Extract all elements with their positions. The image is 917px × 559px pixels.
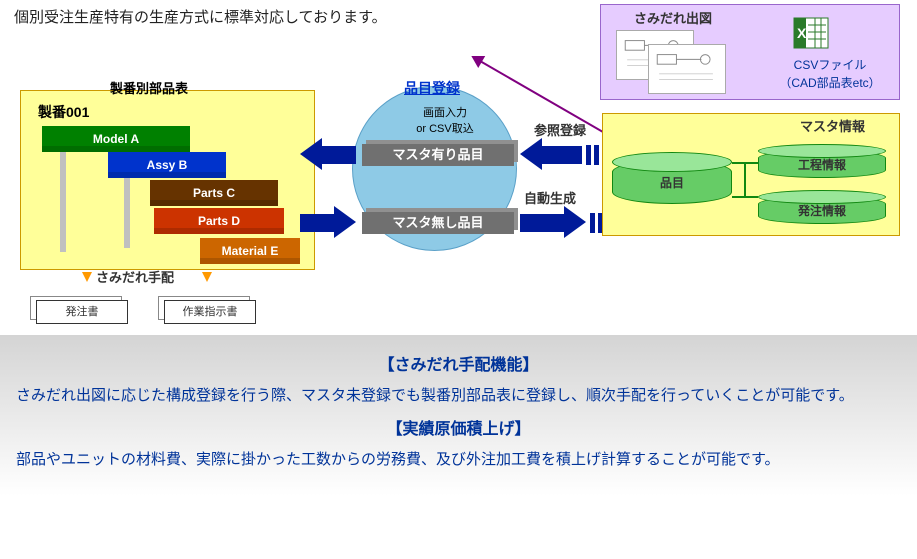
item-registration-title: 品目登録 xyxy=(404,78,460,98)
arrow-left-icon xyxy=(520,138,542,170)
bom-bar-assy-b: Assy B xyxy=(108,152,226,178)
section-heading-2: 【実績原価積上げ】 xyxy=(16,415,901,439)
bom-bar-model-a: Model A xyxy=(42,126,190,152)
arrow-stem xyxy=(300,214,336,232)
process-db-cylinder: 工程情報 xyxy=(758,150,886,178)
arrow-stem xyxy=(320,146,356,164)
master-exists-item: マスタ有り品目 xyxy=(362,144,514,166)
bom-panel-title: 製番別部品表 xyxy=(110,78,188,97)
down-arrow-icon xyxy=(202,272,212,282)
master-info-title: マスタ情報 xyxy=(800,116,865,135)
csv-file-label: CSVファイル xyxy=(770,56,890,73)
description-section: 【さみだれ手配機能】 さみだれ出図に応じた構成登録を行う際、マスタ未登録でも製番… xyxy=(0,335,917,496)
samidare-drawing-title: さみだれ出図 xyxy=(634,8,712,27)
arrow-left-icon xyxy=(300,138,322,170)
section-body-2: 部品やユニットの材料費、実際に掛かった工数からの労務費、及び外注加工費を積上げ計… xyxy=(16,447,901,473)
csv-file-sublabel: （CAD部品表etc） xyxy=(760,74,900,91)
arrow-right-icon xyxy=(334,206,356,238)
reference-register-label: 参照登録 xyxy=(534,120,586,139)
intro-text: 個別受注生産特有の生産方式に標準対応しております。 xyxy=(14,6,387,27)
work-instruction-doc: 作業指示書 xyxy=(164,300,256,324)
tree-connector xyxy=(60,150,66,252)
arrow-tail-icon xyxy=(590,213,595,233)
arrow-tail-icon xyxy=(594,145,599,165)
down-arrow-icon xyxy=(82,272,92,282)
arrow-right-icon xyxy=(564,206,586,238)
section-heading-1: 【さみだれ手配機能】 xyxy=(16,351,901,375)
order-db-label: 発注情報 xyxy=(758,202,886,219)
section-body-1: さみだれ出図に応じた構成登録を行う際、マスタ未登録でも製番別部品表に登録し、順次… xyxy=(16,383,901,409)
master-missing-item: マスタ無し品目 xyxy=(362,212,514,234)
input-method-2: or CSV取込 xyxy=(416,123,473,135)
bom-bar-parts-c: Parts C xyxy=(150,180,278,206)
diagram-canvas: 個別受注生産特有の生産方式に標準対応しております。 製番別部品表 製番001 M… xyxy=(0,0,917,335)
purchase-order-doc: 発注書 xyxy=(36,300,128,324)
tree-connector xyxy=(124,178,130,248)
item-db-cylinder: 品目 xyxy=(612,160,732,204)
order-db-cylinder: 発注情報 xyxy=(758,196,886,224)
excel-file-icon: X xyxy=(790,16,832,52)
auto-generate-label: 自動生成 xyxy=(524,188,576,207)
svg-text:X: X xyxy=(797,25,807,41)
samidare-tehai-label: さみだれ手配 xyxy=(96,267,174,286)
bom-bar-parts-d: Parts D xyxy=(154,208,284,234)
input-method-1: 画面入力 xyxy=(423,107,467,119)
arrow-tail-icon xyxy=(586,145,591,165)
item-registration-sub: 画面入力 or CSV取込 xyxy=(410,104,480,136)
arrow-stem xyxy=(520,214,566,232)
db-connector xyxy=(744,162,746,198)
cad-drawing-thumb xyxy=(648,44,726,94)
bom-bar-material-e: Material E xyxy=(200,238,300,264)
item-db-label: 品目 xyxy=(612,174,732,191)
serial-number: 製番001 xyxy=(38,102,89,122)
arrow-stem xyxy=(540,146,582,164)
process-db-label: 工程情報 xyxy=(758,156,886,173)
